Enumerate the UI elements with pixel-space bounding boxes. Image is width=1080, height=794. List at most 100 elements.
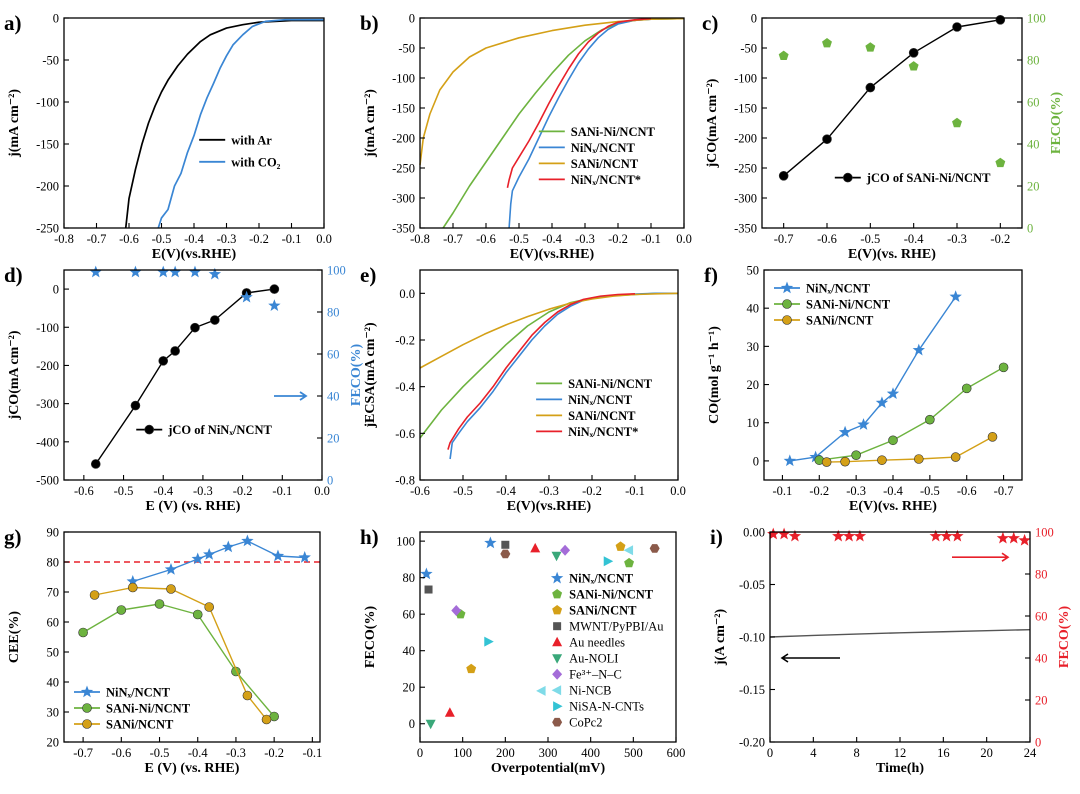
data-point-d-1-0	[89, 265, 102, 278]
series-line-f-1	[819, 366, 1004, 461]
legend-label-h-0: NiNₓ/NCNT	[569, 572, 634, 586]
data-point-i-1-0	[767, 527, 780, 540]
data-point-c-1-0	[778, 50, 789, 61]
y-tick-label-b-1: -50	[398, 42, 415, 56]
y2-tick-label-c-0: 0	[1027, 222, 1033, 236]
panel-label-h: h)	[360, 525, 379, 549]
legend-label-h-6: Fe³⁺–N–C	[569, 668, 622, 682]
x-tick-label-b-7: -0.1	[641, 232, 661, 246]
y-tick-label-c-7: -350	[734, 222, 757, 236]
panel-h: 0 100 200 300 400 500 600 0 20 40 60 80 100 Overpoten…	[360, 525, 685, 776]
y-tick-label-a-2: -100	[36, 96, 59, 110]
y-tick-label-f-3: 30	[747, 340, 760, 354]
data-point-c-0-4	[952, 22, 962, 32]
y-tick-label-g-5: 70	[47, 586, 60, 600]
y-tick-label-e-1: -0.2	[395, 334, 415, 348]
axis-arrow-icon	[780, 653, 840, 663]
data-point-c-0-2	[865, 82, 876, 93]
y-axis-label-g: CEE(%)	[7, 611, 22, 663]
series-line-b-1	[508, 17, 685, 229]
x-tick-label-a-6: -0.2	[249, 232, 269, 246]
legend-marker-h-3	[553, 622, 562, 631]
data-point-d-1-5	[208, 267, 222, 280]
y-tick-label-g-3: 50	[47, 646, 60, 660]
legend-label-h-1: SANi-Ni/NCNT	[569, 588, 654, 602]
data-point-d-1-7	[268, 299, 281, 311]
series-line-f-2	[826, 436, 993, 463]
data-point-f-2-2	[877, 455, 887, 465]
y-axis-label-d: jCO(mA cm⁻²)	[7, 330, 22, 420]
y-tick-label-d-3: -300	[36, 397, 59, 411]
data-point-d-0-0	[90, 459, 101, 469]
y-tick-label-b-2: -100	[392, 72, 415, 86]
y-tick-label-c-4: -200	[734, 132, 757, 146]
y-tick-label-g-7: 90	[47, 526, 60, 540]
frame-a	[63, 17, 325, 229]
panel-c: -0.7 -0.6 -0.5 -0.4 -0.3 -0.2 0 -50 -100 -150 -200…	[702, 11, 1064, 262]
series-line-g-2	[94, 586, 268, 720]
y-tick-label-c-0: 0	[751, 12, 757, 26]
series-line-e-2	[419, 292, 679, 369]
data-point-g-0-3	[203, 548, 216, 560]
x-tick-label-b-4: -0.4	[542, 232, 563, 246]
frame-g	[63, 531, 321, 743]
frame-f	[763, 269, 1023, 481]
x-tick-label-b-0: -0.8	[410, 232, 430, 246]
data-point-d-0-5	[210, 315, 220, 325]
legend-label-h-8: NiSA-N-CNTs	[569, 700, 644, 714]
y-axis-label-c: jCO(mA cm⁻²)	[705, 78, 720, 168]
data-point-h-4-0	[444, 707, 455, 717]
frame-e	[419, 269, 679, 481]
legend-marker-f-0	[780, 281, 794, 294]
legend-label-h-9: CoPc2	[569, 716, 602, 730]
data-point-d-0-2	[158, 356, 169, 366]
data-point-f-2-1	[840, 456, 850, 467]
y-tick-label-d-1: -100	[36, 321, 59, 335]
x-tick-label-i-6: 24	[1024, 746, 1037, 760]
frame-b	[419, 17, 685, 229]
data-point-h-4-1	[530, 542, 541, 553]
y-axis-label-b: j(mA cm⁻²)	[363, 89, 378, 158]
data-point-g-0-1	[164, 563, 178, 575]
data-point-c-0-3	[908, 47, 919, 58]
panel-label-g: g)	[4, 525, 22, 549]
series-line-a-0	[124, 19, 324, 229]
data-point-c-0-5	[995, 14, 1006, 25]
y-tick-label-c-2: -100	[734, 72, 757, 86]
y2-tick-label-i-0: 0	[1035, 736, 1041, 750]
data-point-h-9-0	[500, 549, 511, 559]
data-point-f-1-1	[851, 450, 861, 460]
data-point-g-0-5	[241, 534, 254, 547]
legend-label-b-2: SANi/NCNT	[571, 157, 639, 171]
legend-label-e-3: NiNₓ/NCNT*	[568, 425, 638, 439]
y-tick-label-f-5: 50	[747, 264, 760, 278]
x-tick-label-b-6: -0.2	[608, 232, 628, 246]
x-tick-label-f-2: -0.3	[846, 484, 866, 498]
data-point-f-0-6	[912, 343, 925, 356]
legend-label-e-0: SANi-Ni/NCNT	[568, 377, 653, 391]
x-tick-label-c-5: -0.2	[990, 232, 1010, 246]
x-tick-label-g-2: -0.5	[150, 746, 170, 760]
data-point-g-0-6	[271, 549, 285, 562]
y-tick-label-f-4: 40	[747, 302, 760, 316]
data-point-g-1-0	[78, 627, 88, 638]
x-tick-label-b-2: -0.6	[476, 232, 496, 246]
y-axis-label-i: j(A cm⁻²)	[713, 609, 728, 667]
legend-label-e-1: NiNₓ/NCNT	[568, 393, 633, 407]
legend-label-h-2: SANi/NCNT	[569, 604, 637, 618]
data-point-g-0-0	[126, 575, 139, 587]
series-line-g-1	[82, 603, 275, 717]
data-point-i-1-11	[1018, 533, 1031, 546]
legend-marker-h-0	[550, 571, 564, 584]
data-point-f-0-7	[949, 290, 962, 302]
axis-arrow-icon	[952, 552, 1010, 562]
legend-label-d-0: jCO of NiNₓ/NCNT	[167, 423, 272, 437]
x-tick-label-c-0: -0.7	[774, 232, 794, 246]
data-point-f-1-4	[961, 383, 972, 394]
legend-label-h-7: Ni-NCB	[569, 684, 611, 698]
x-tick-label-a-2: -0.6	[119, 232, 139, 246]
data-point-g-1-2	[154, 599, 165, 609]
series-line-b-0	[442, 17, 685, 229]
x-tick-label-f-4: -0.5	[920, 484, 940, 498]
